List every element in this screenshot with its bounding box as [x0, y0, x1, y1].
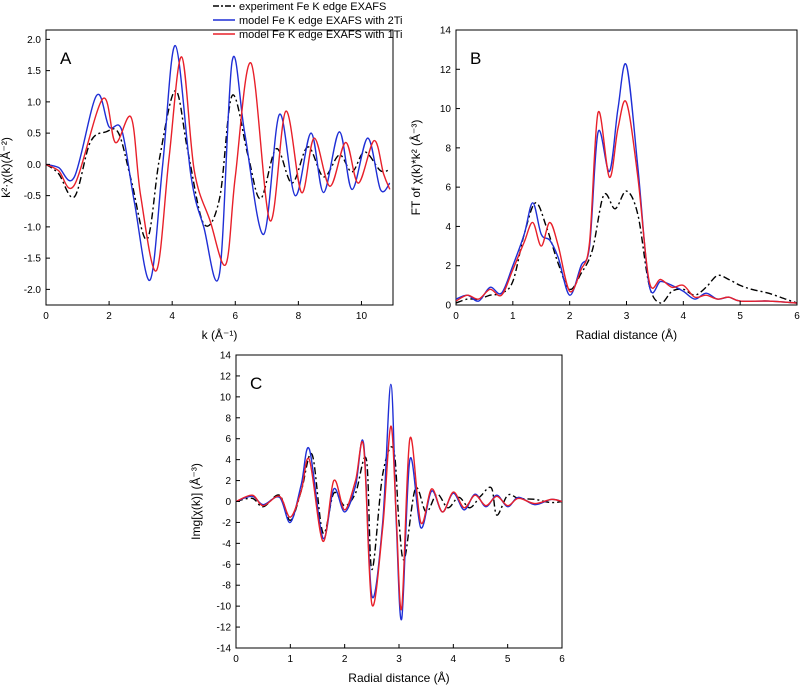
y-tick-label: 6: [225, 434, 231, 445]
x-tick-label: 3: [624, 311, 630, 322]
x-tick-label: 8: [296, 311, 302, 322]
series-line-model-1ti: [455, 100, 798, 304]
x-tick-label: 5: [737, 311, 743, 322]
x-tick-label: 6: [794, 311, 800, 322]
legend-label: experiment Fe K edge EXAFS: [239, 1, 386, 13]
y-tick-label: -2: [222, 518, 231, 529]
y-tick-label: 12: [440, 65, 452, 76]
y-tick-label: 1.0: [27, 97, 41, 108]
legend: experiment Fe K edge EXAFS model Fe K edg…: [213, 1, 402, 41]
y-tick-label: -14: [217, 644, 232, 655]
x-tick-label: 2: [106, 311, 112, 322]
panel-a-chart: 0 2 4 6 8 10 -2.0 -1.5 -1.0 -0.5 0.0 0.5 1.0 1.5 2.0 k …: [0, 29, 394, 342]
x-tick-label: 2: [342, 654, 348, 665]
y-tick-label: 10: [440, 104, 452, 115]
y-tick-label: 14: [440, 26, 452, 37]
y-tick-label: 0: [225, 497, 231, 508]
y-tick-label: 2: [445, 261, 451, 272]
panel-c-chart: 0 1 2 3 4 5 6-14-12-10-8-6-4-202468101214Radia…: [188, 351, 565, 686]
y-tick-label: 8: [445, 143, 451, 154]
y-tick-label: 14: [220, 351, 232, 362]
y-tick-label: 12: [220, 371, 232, 382]
y-tick-label: -6: [222, 560, 231, 571]
y-tick-label: 1.5: [27, 66, 41, 77]
x-axis-title: k (Å⁻¹): [202, 327, 238, 342]
y-tick-label: -10: [217, 602, 232, 613]
y-tick-label: -2.0: [24, 285, 42, 296]
x-tick-label: 4: [451, 654, 457, 665]
y-tick-label: -12: [217, 623, 232, 634]
series-line-model-2ti: [45, 44, 391, 282]
y-tick-label: 4: [225, 455, 231, 466]
panel-letter: A: [60, 49, 72, 68]
y-axis-title: FT of χ(k)*k² (Å⁻³): [408, 120, 423, 216]
y-tick-label: 0: [445, 301, 451, 312]
series-line-experiment: [235, 446, 563, 571]
legend-label: model Fe K edge EXAFS with 2Ti: [239, 15, 402, 27]
y-tick-label: -4: [222, 539, 231, 550]
x-tick-label: 0: [43, 311, 49, 322]
x-tick-label: 1: [288, 654, 294, 665]
plot-frame: [45, 29, 394, 306]
x-tick-label: 4: [681, 311, 687, 322]
panel-letter: C: [250, 374, 262, 393]
y-tick-label: 10: [220, 392, 232, 403]
x-tick-label: 4: [169, 311, 175, 322]
x-tick-label: 10: [356, 311, 368, 322]
x-axis-title: Radial distance (Å): [348, 670, 449, 685]
x-tick-label: 5: [505, 654, 511, 665]
panel-letter: B: [470, 49, 481, 68]
y-tick-label: 4: [445, 222, 451, 233]
y-tick-label: 0.0: [27, 160, 41, 171]
y-tick-label: 0.5: [27, 129, 41, 140]
y-tick-label: 6: [445, 183, 451, 194]
series-line-experiment: [45, 89, 391, 241]
x-tick-label: 1: [510, 311, 516, 322]
x-tick-label: 6: [232, 311, 238, 322]
x-axis-title: Radial distance (Å): [576, 327, 677, 342]
y-axis-title: Img[χ(k)] (Å⁻³): [188, 463, 203, 540]
legend-label: model Fe K edge EXAFS with 1Ti: [239, 29, 402, 41]
y-tick-label: 8: [225, 413, 231, 424]
series-line-experiment: [455, 190, 798, 304]
y-tick-label: 2: [225, 476, 231, 487]
x-tick-label: 3: [396, 654, 402, 665]
y-tick-label: -0.5: [24, 191, 42, 202]
y-tick-label: -1.5: [24, 254, 42, 265]
y-tick-label: -8: [222, 581, 231, 592]
y-tick-label: 2.0: [27, 35, 41, 46]
series-line-model-1ti: [45, 56, 391, 272]
y-tick-label: -1.0: [24, 222, 42, 233]
y-axis-title: k²·χ(k)(Å⁻²): [0, 137, 13, 198]
x-tick-label: 6: [559, 654, 565, 665]
x-tick-label: 2: [567, 311, 573, 322]
series-line-model-1ti: [235, 425, 563, 611]
x-tick-label: 0: [453, 311, 459, 322]
x-tick-label: 0: [233, 654, 239, 665]
